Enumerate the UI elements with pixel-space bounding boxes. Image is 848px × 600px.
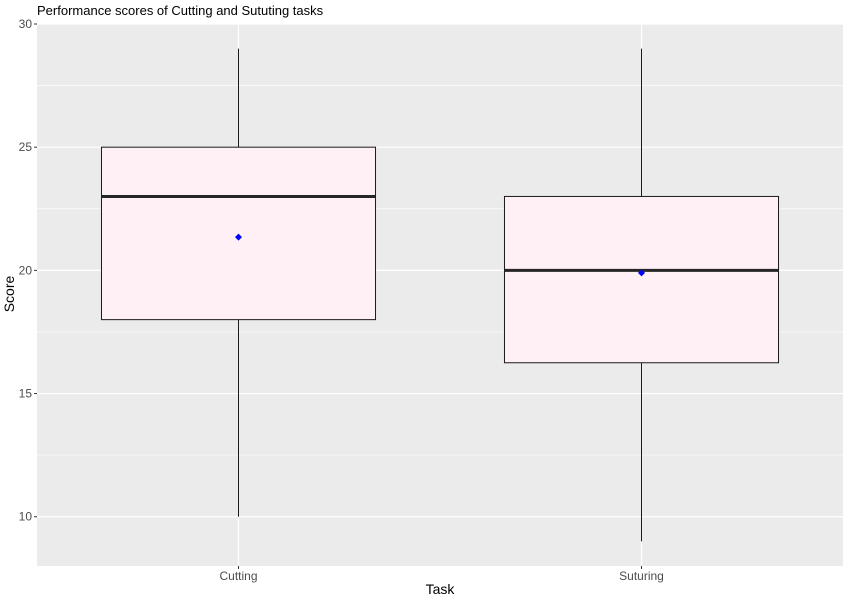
y-axis-label: Score bbox=[1, 276, 17, 313]
y-axis: 10 15 20 25 30 bbox=[19, 17, 37, 524]
x-tick-label: Cutting bbox=[219, 569, 257, 583]
box-iqr bbox=[503, 195, 780, 364]
x-axis-label: Task bbox=[426, 581, 456, 597]
y-tick-label: 15 bbox=[19, 387, 33, 401]
y-tick-label: 30 bbox=[19, 17, 33, 31]
mean-marker bbox=[235, 233, 242, 241]
y-tick-label: 20 bbox=[19, 263, 33, 277]
x-axis: Cutting Suturing bbox=[219, 566, 664, 583]
box-cutting bbox=[100, 48, 377, 517]
y-tick-label: 25 bbox=[19, 140, 33, 154]
chart-title: Performance scores of Cutting and Sututi… bbox=[37, 3, 324, 18]
x-tick-label: Suturing bbox=[619, 569, 664, 583]
boxes bbox=[100, 48, 780, 542]
mean-marker bbox=[638, 269, 645, 277]
box-iqr bbox=[100, 146, 377, 321]
box-suturing bbox=[503, 48, 780, 542]
y-tick-label: 10 bbox=[19, 510, 33, 524]
